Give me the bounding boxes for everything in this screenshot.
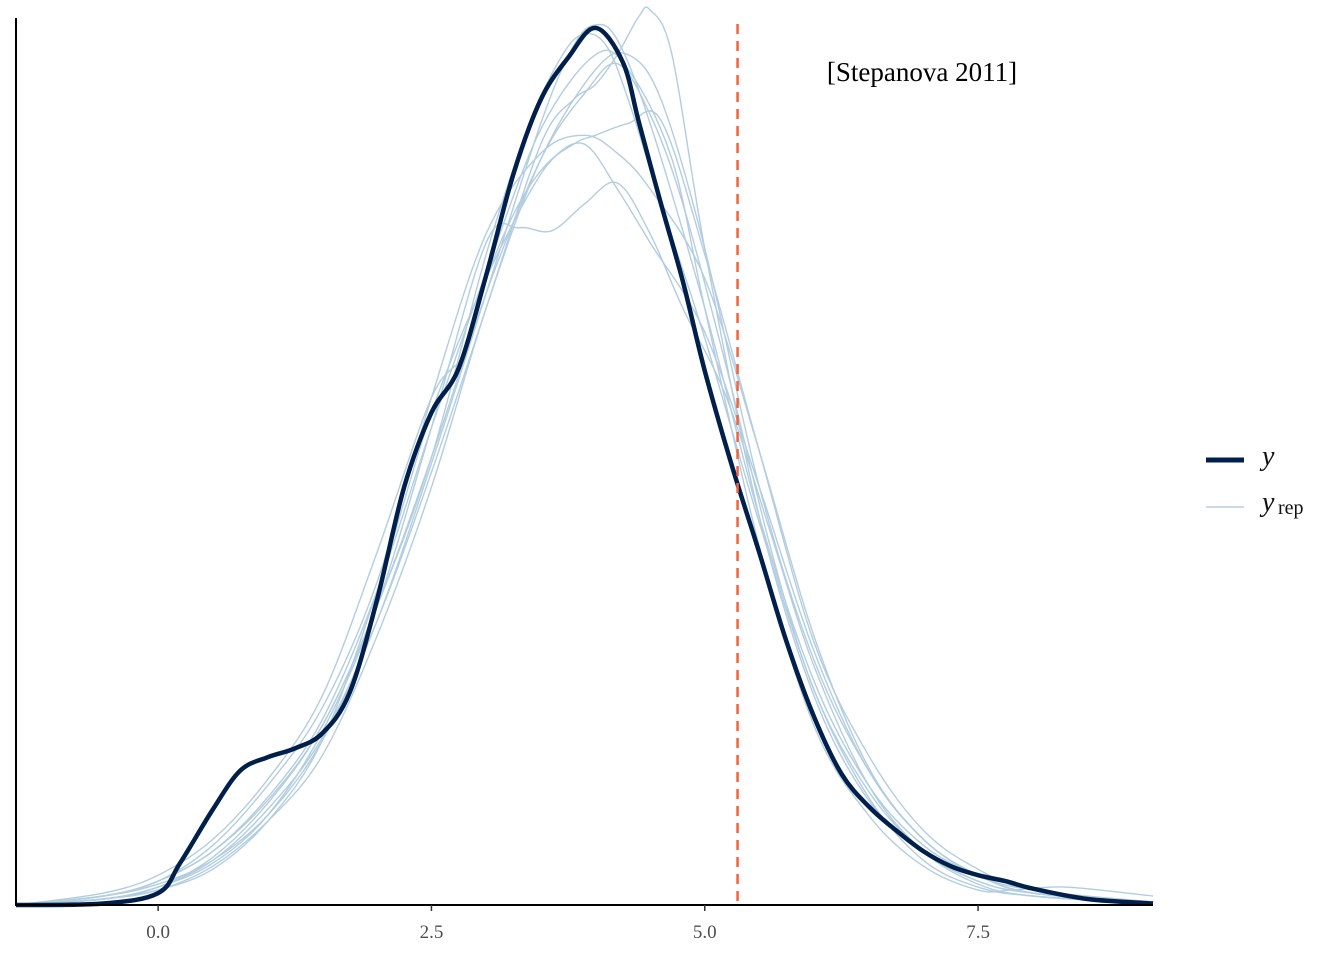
x-ticks: 0.0 2.5 5.0 7.5	[146, 905, 990, 943]
x-tick-label: 0.0	[146, 922, 170, 943]
yrep-line-5	[15, 134, 1154, 906]
yrep-line-3	[15, 23, 1154, 906]
yrep-lines	[15, 6, 1154, 906]
yrep-line-10	[15, 62, 1154, 906]
yrep-line-9	[15, 49, 1154, 906]
yrep-line-4	[15, 110, 1154, 906]
y-density-line	[15, 25, 1154, 908]
annotation-text: [Stepanova 2011]	[827, 57, 1017, 87]
yrep-line-1	[15, 6, 1154, 906]
yrep-line-8	[15, 51, 1154, 906]
y-line-layer	[15, 25, 1154, 908]
x-tick-label: 7.5	[966, 922, 990, 943]
legend-yrep-label: y	[1259, 487, 1275, 518]
legend-y-label: y	[1259, 441, 1275, 472]
x-tick-label: 5.0	[693, 922, 717, 943]
yrep-line-7	[15, 142, 1154, 906]
yrep-line-6	[15, 181, 1154, 906]
x-tick-label: 2.5	[420, 922, 444, 943]
yrep-line-2	[15, 32, 1154, 906]
legend-yrep-subscript: rep	[1278, 497, 1304, 519]
legend: y y rep	[1206, 441, 1304, 519]
